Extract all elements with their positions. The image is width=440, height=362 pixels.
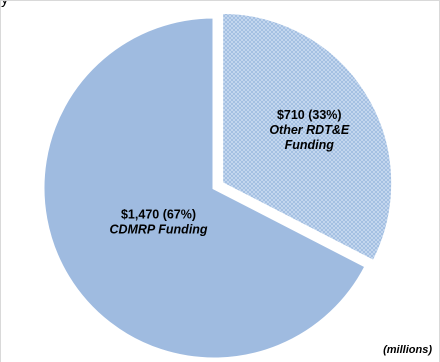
cropped-title-fragment: y [1,1,9,7]
slice-name-label: Funding [285,138,335,152]
slice-name-label: Other RDT&E [269,123,350,137]
slice-name-label: CDMRP Funding [109,222,207,236]
units-label: (millions) [383,344,432,356]
slice-value-label: $710 (33%) [277,108,342,122]
pie-slices [41,10,395,361]
pie-slice-other-rdt-e-funding [220,10,395,264]
pie-slice-cdmrp-funding [41,15,369,361]
slice-value-label: $1,470 (67%) [121,207,196,221]
